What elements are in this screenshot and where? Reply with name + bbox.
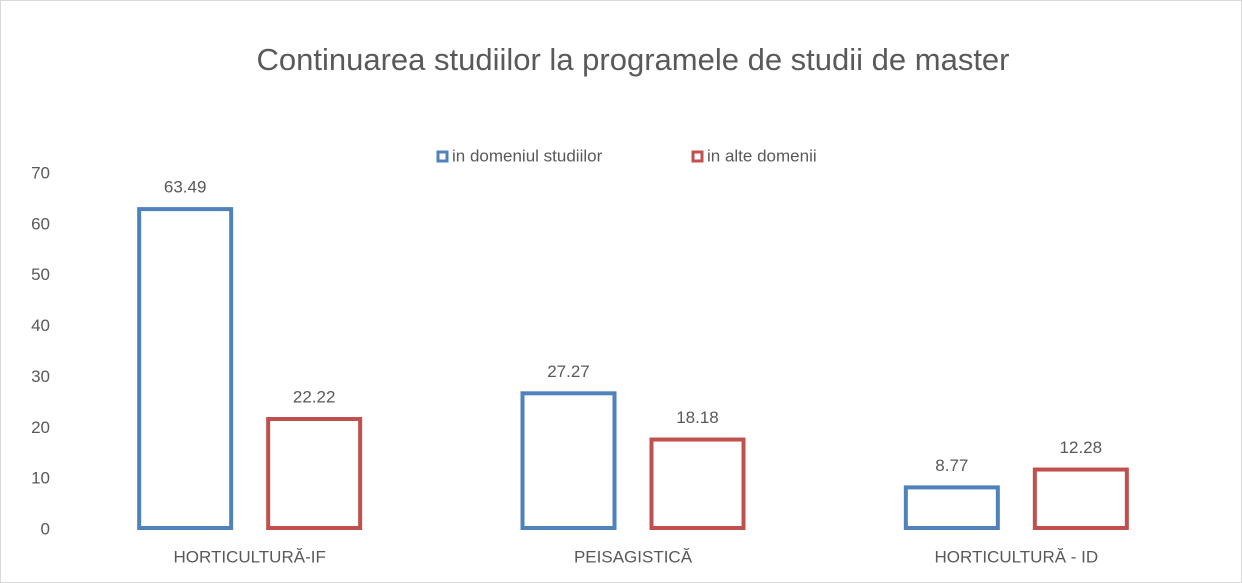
bar <box>137 207 234 530</box>
y-tick-label: 70 <box>31 163 50 182</box>
bar <box>266 416 363 530</box>
y-tick-label: 60 <box>31 214 50 233</box>
data-label: 8.77 <box>935 456 968 475</box>
y-tick-label: 30 <box>31 367 50 386</box>
bar <box>649 437 746 530</box>
bar <box>903 485 1000 530</box>
data-label: 12.28 <box>1060 438 1103 457</box>
y-tick-label: 50 <box>31 265 50 284</box>
data-label: 22.22 <box>293 387 336 406</box>
data-label: 27.27 <box>547 362 590 381</box>
chart-title: Continuarea studiilor la programele de s… <box>256 42 1009 77</box>
bar <box>1032 467 1129 530</box>
y-tick-label: 10 <box>31 469 50 488</box>
x-tick-label: PEISAGISTICĂ <box>574 547 693 566</box>
legend-label: in alte domenii <box>707 146 817 165</box>
y-tick-label: 20 <box>31 418 50 437</box>
data-label: 18.18 <box>676 408 719 427</box>
bar <box>520 391 617 530</box>
y-tick-label: 40 <box>31 316 50 335</box>
legend-swatch <box>436 150 449 163</box>
legend-swatch <box>691 150 704 163</box>
x-tick-label: HORTICULTURĂ - ID <box>934 547 1098 566</box>
y-tick-label: 0 <box>41 519 50 538</box>
x-tick-label: HORTICULTURĂ-IF <box>173 547 325 566</box>
legend-label: in domeniul studiilor <box>452 146 603 165</box>
data-label: 63.49 <box>164 178 207 197</box>
